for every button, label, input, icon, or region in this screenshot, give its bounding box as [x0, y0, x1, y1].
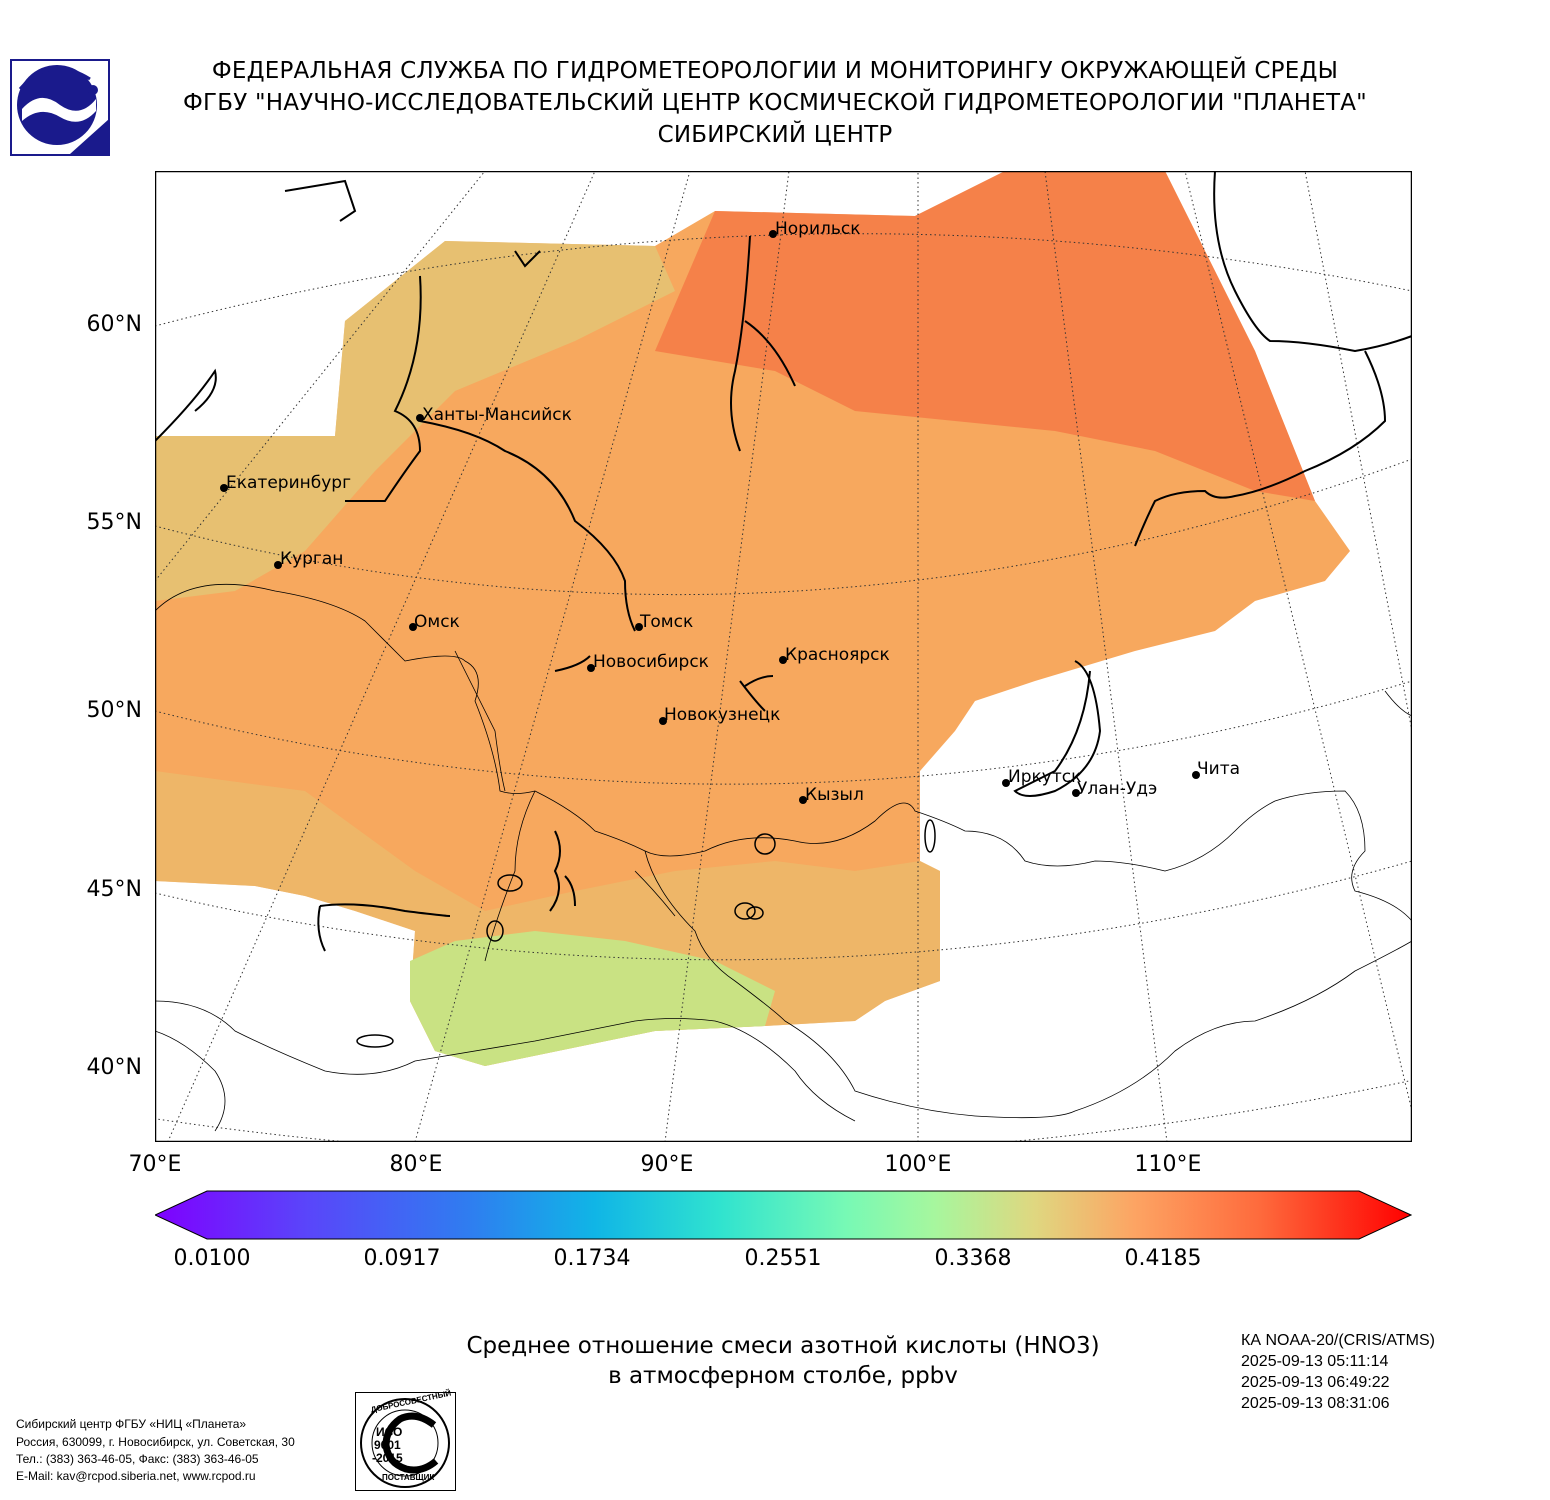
colorbar-tick-3: 0.2551	[744, 1246, 822, 1271]
swath-west-zone	[155, 241, 675, 601]
contact-line-4: E-Mail: kav@rcpod.siberia.net, www.rcpod…	[16, 1469, 256, 1483]
iso-stamp-line-3: -2015	[372, 1451, 403, 1465]
city-marker-kyzyl	[799, 796, 807, 804]
city-label-omsk: Омск	[414, 612, 460, 632]
city-label-tomsk: Томск	[640, 612, 694, 632]
header-line-1: ФЕДЕРАЛЬНАЯ СЛУЖБА ПО ГИДРОМЕТЕОРОЛОГИИ …	[211, 58, 1339, 84]
header-line-2: ФГБУ "НАУЧНО-ИССЛЕДОВАТЕЛЬСКИЙ ЦЕНТР КОС…	[183, 90, 1367, 116]
satellite-time-3: 2025-09-13 08:31:06	[1241, 1395, 1390, 1412]
swath-south-zone	[410, 931, 775, 1066]
product-title-line-1: Среднее отношение смеси азотной кислоты …	[466, 1333, 1100, 1359]
contact-line-3: Тел.: (383) 363-46-05, Факс: (383) 363-4…	[16, 1452, 259, 1466]
lat-label-60n: 60°N	[86, 312, 142, 337]
colorbar-tick-1: 0.0917	[363, 1246, 441, 1271]
satellite-time-1: 2025-09-13 05:11:14	[1241, 1353, 1389, 1370]
colorbar-tick-4: 0.3368	[934, 1246, 1012, 1271]
lon-label-90e: 90°E	[640, 1152, 694, 1177]
header-line-3: СИБИРСКИЙ ЦЕНТР	[657, 122, 893, 148]
city-label-ulan-ude: Улан-Удэ	[1077, 779, 1158, 799]
city-marker-omsk	[409, 623, 417, 631]
planeta-logo	[10, 59, 110, 156]
city-marker-novosibirsk	[587, 664, 595, 672]
city-marker-yekaterinburg	[220, 484, 228, 492]
city-marker-chita	[1192, 771, 1200, 779]
lon-label-110e: 110°E	[1134, 1152, 1202, 1177]
city-marker-ulan-ude	[1072, 789, 1080, 797]
lat-label-50n: 50°N	[86, 698, 142, 723]
iso-stamp-bottom-text: ПОСТАВЩИК	[382, 1473, 435, 1482]
city-marker-khanty-mansiysk	[416, 414, 424, 422]
city-marker-norilsk	[769, 230, 777, 238]
city-label-norilsk: Норильск	[775, 219, 861, 239]
satellite-time-2: 2025-09-13 06:49:22	[1241, 1374, 1390, 1391]
colorbar-tick-2: 0.1734	[553, 1246, 631, 1271]
city-label-kurgan: Курган	[280, 549, 344, 569]
city-label-yekaterinburg: Екатеринбург	[226, 473, 352, 493]
colorbar-tick-5: 0.4185	[1124, 1246, 1202, 1271]
contact-line-1: Сибирский центр ФГБУ «НИЦ «Планета»	[16, 1417, 247, 1431]
city-marker-krasnoyarsk	[779, 656, 787, 664]
colorbar	[153, 1190, 1413, 1240]
city-marker-kurgan	[274, 561, 282, 569]
iso-9001-stamp: ДОБРОСОВЕСТНЫЙ ИСО 9001 -2015 ПОСТАВЩИК	[355, 1389, 456, 1491]
iso-stamp-line-1: ИСО	[376, 1425, 403, 1439]
contact-line-2: Россия, 630099, г. Новосибирск, ул. Сове…	[16, 1435, 295, 1449]
city-label-novosibirsk: Новосибирск	[593, 652, 709, 672]
city-marker-irkutsk	[1002, 779, 1010, 787]
city-label-irkutsk: Иркутск	[1008, 767, 1082, 787]
city-label-chita: Чита	[1197, 759, 1241, 779]
map-panel	[155, 171, 1412, 1142]
city-label-kyzyl: Кызыл	[805, 785, 864, 805]
lat-label-45n: 45°N	[86, 877, 142, 902]
swath-north-zone	[655, 171, 1315, 501]
lon-label-70e: 70°E	[128, 1152, 182, 1177]
city-marker-novokuznetsk	[659, 717, 667, 725]
satellite-name: КА NOAA-20/(CRIS/ATMS)	[1241, 1332, 1435, 1349]
lat-label-40n: 40°N	[86, 1055, 142, 1080]
city-marker-tomsk	[635, 623, 643, 631]
city-label-khanty-mansiysk: Ханты-Мансийск	[422, 405, 572, 425]
lon-label-100e: 100°E	[884, 1152, 952, 1177]
city-label-krasnoyarsk: Красноярск	[785, 645, 890, 665]
iso-stamp-line-2: 9001	[374, 1438, 401, 1452]
lon-label-80e: 80°E	[389, 1152, 443, 1177]
city-label-novokuznetsk: Новокузнецк	[664, 705, 781, 725]
lat-label-55n: 55°N	[86, 510, 142, 535]
colorbar-tick-0: 0.0100	[173, 1246, 251, 1271]
product-title-line-2: в атмосферном столбе, ppbv	[608, 1363, 958, 1389]
